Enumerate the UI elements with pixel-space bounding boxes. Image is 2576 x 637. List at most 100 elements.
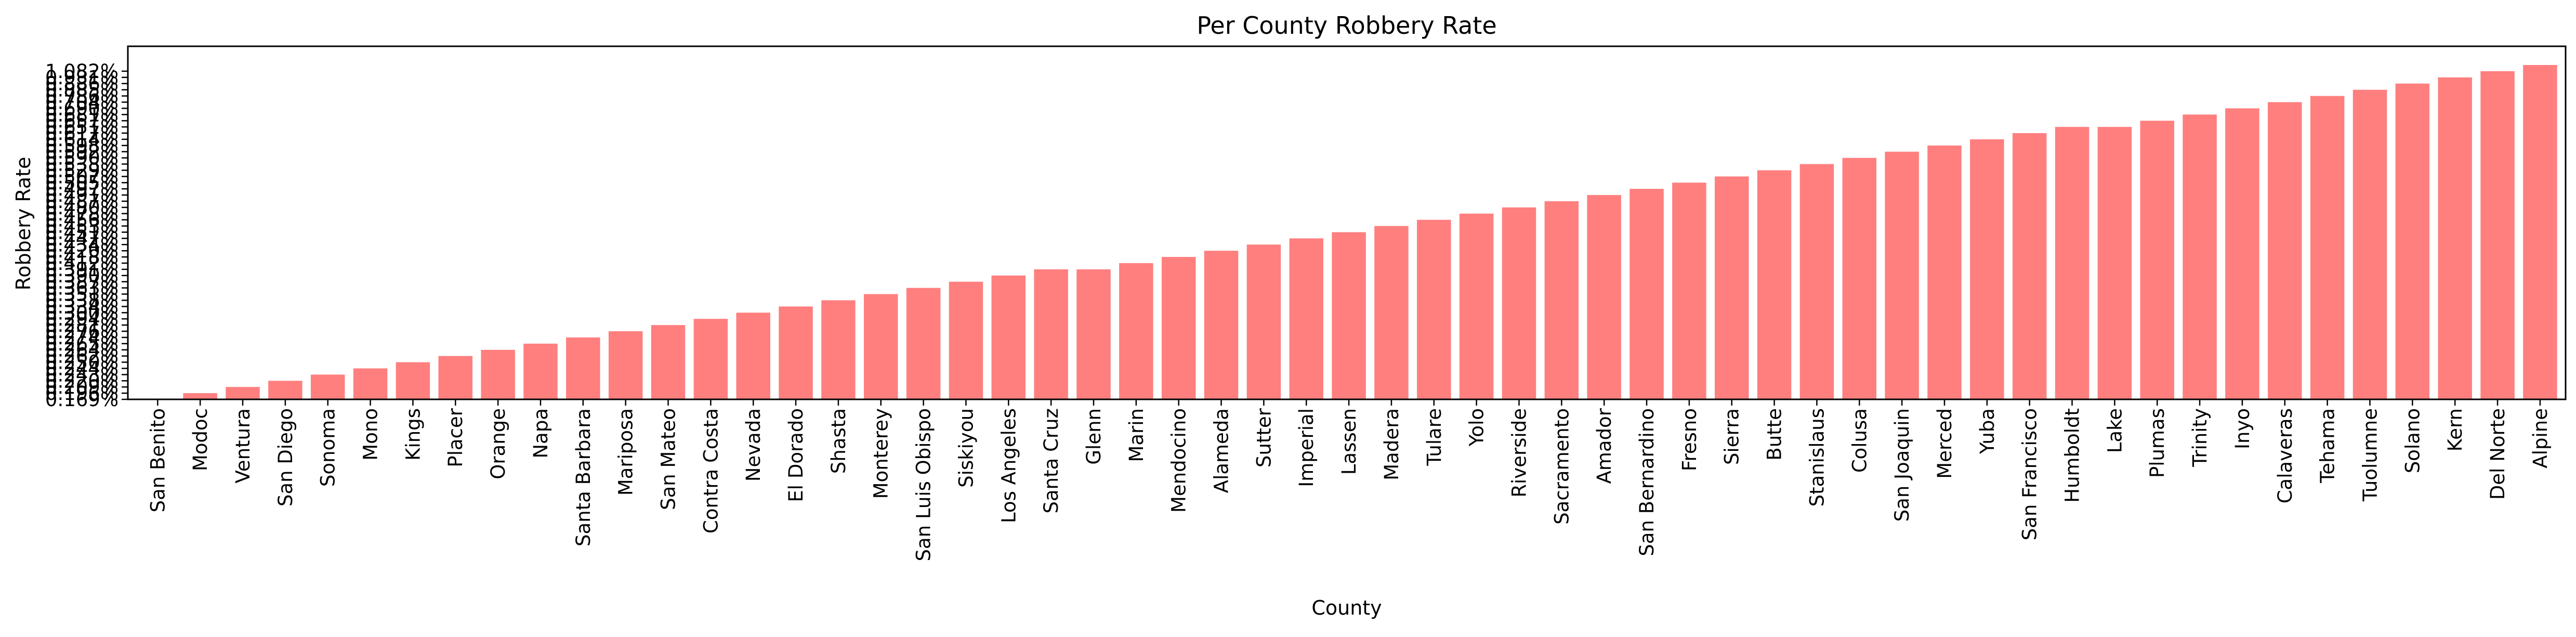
x-tick-label: Trinity [2189,408,2211,467]
y-tick-label: 0.262% [45,345,119,368]
y-tick-label: 0.657% [45,110,119,132]
y-tick-label: 0.196% [45,382,119,405]
x-tick-label: Orange [487,408,509,479]
x-tick-label: Marin [1125,408,1148,462]
bar [1204,251,1239,399]
bar [949,281,983,399]
y-tick-label: 0.281% [45,314,119,336]
y-tick-label: 0.681% [45,103,119,126]
bar [1289,238,1323,399]
y-tick-label: 0.447% [45,227,119,250]
bar [864,294,898,399]
bar [2395,83,2430,399]
x-tick-label: Napa [530,408,552,459]
y-tick-label: 0.169% [45,388,119,411]
bar [2438,77,2472,399]
x-tick-label: Del Norte [2487,408,2509,500]
x-tick-label: San Mateo [657,408,679,510]
x-tick-label: Riverside [1508,408,1530,498]
x-axis-label: County [1311,596,1382,619]
x-tick-label: Madera [1381,408,1403,480]
x-tick-label: Ventura [232,408,254,484]
y-tick-label: 0.480% [45,197,119,219]
bar [736,313,770,399]
x-tick-label: Placer [444,408,467,467]
bar [2480,71,2515,399]
y-tick-label: 0.243% [45,363,119,386]
x-tick-label: Imperial [1295,408,1318,487]
y-tick-label: 0.505% [45,172,119,194]
bar [566,337,600,399]
x-tick-label: Tehama [2317,408,2339,484]
y-tick-label: 0.209% [45,376,119,398]
y-tick-label: 0.390% [45,265,119,287]
x-tick-label: San Francisco [2019,408,2041,540]
x-tick-label: Merced [1934,408,1956,479]
y-tick-label: 0.412% [45,252,119,275]
bar [1332,232,1366,399]
bar [2012,133,2047,400]
bar [821,300,856,399]
x-tick-label: Tulare [1423,408,1445,466]
bar [481,349,515,399]
bar [1246,244,1281,399]
x-tick-label: Monterey [870,408,892,499]
x-tick-label: San Diego [274,408,297,506]
chart-title: Per County Robbery Rate [1197,11,1496,40]
y-tick-label: 0.886% [45,73,119,95]
x-tick-label: Tuolumne [2359,408,2381,502]
x-tick-label: Nevada [742,408,765,482]
bar [651,325,686,399]
y-tick-label: 0.334% [45,295,119,318]
x-tick-label: San Luis Obispo [913,408,935,561]
bar [1885,151,1919,399]
y-tick-label: 0.651% [45,116,119,138]
bar [1715,176,1749,399]
bar [1119,263,1153,399]
y-tick-label: 0.363% [45,277,119,300]
bar [1374,226,1409,399]
bar [991,275,1026,399]
bar [1970,139,2004,399]
x-tick-label: Fresno [1678,408,1701,471]
x-tick-label: Santa Cruz [1040,408,1062,513]
bar [1842,158,1877,399]
x-tick-label: Amador [1593,408,1615,484]
y-tick-label: 0.451% [45,222,119,244]
y-tick-label: 0.786% [45,85,119,108]
bars-group [183,65,2557,400]
bar [1076,269,1111,399]
x-tick-label: Colusa [1848,408,1871,473]
y-tick-label: 0.617% [45,122,119,145]
y-tick-label: 0.590% [45,147,119,170]
x-tick-label: Yolo [1466,408,1488,447]
y-tick-label: 0.592% [45,141,119,163]
bar [1587,195,1621,399]
bar [2268,102,2302,399]
bar [906,288,941,399]
x-tick-label: Lassen [1338,408,1360,475]
plot-frame [127,45,2567,400]
x-tick-label: Sierra [1721,408,1743,465]
x-tick-label: Plumas [2146,408,2168,478]
x-tick-label: Sutter [1253,408,1275,467]
y-axis-label: Robbery Rate [12,157,35,291]
bar [2523,65,2557,399]
y-tick-label: 0.391% [45,258,119,281]
x-tick-label: Glenn [1083,408,1105,465]
y-tick-label: 0.538% [45,153,119,176]
bar [1799,164,1834,399]
x-tick-label: Santa Barbara [572,408,595,547]
bar [2055,127,2089,399]
x-tick-label: Modoc [189,408,212,471]
y-tick-label: 0.420% [45,240,119,262]
x-tick-label: Los Angeles [997,408,1020,523]
y-tick-label: 1.082% [45,60,119,83]
bar [268,381,303,399]
y-tick-label: 0.453% [45,215,119,238]
bar [1927,145,1962,399]
y-tick-label: 0.614% [45,128,119,151]
bar [1417,219,1451,399]
